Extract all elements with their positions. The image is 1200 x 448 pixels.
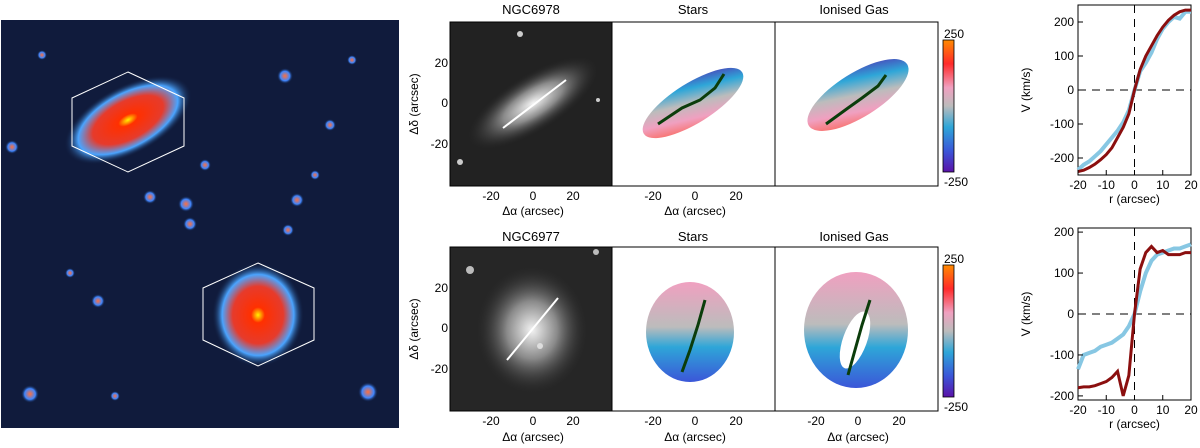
colorbar-1-bottom: -250 bbox=[944, 175, 968, 189]
rc-ytick-label: 0 bbox=[1067, 83, 1074, 97]
rc-xtick-label: 0 bbox=[1131, 403, 1138, 417]
map-xtick: -20 bbox=[482, 414, 500, 428]
rc-ylabel: V (km/s) bbox=[1019, 68, 1033, 113]
rc-ytick-label: 0 bbox=[1067, 307, 1074, 321]
map-ylabel-1: Δδ (arcsec) bbox=[407, 73, 421, 134]
rc-ytick-label: -200 bbox=[1050, 389, 1074, 403]
map-xtick: -20 bbox=[482, 189, 500, 203]
map-xlabel-1a: Δα (arcsec) bbox=[502, 204, 564, 218]
map-xtick: 0 bbox=[692, 414, 699, 428]
map-ytick: -20 bbox=[431, 362, 449, 376]
map-ngc6977-gas bbox=[804, 272, 908, 388]
rc-xlabel: r (arcsec) bbox=[1109, 192, 1160, 206]
map-ytick: 0 bbox=[441, 96, 448, 110]
colorbar-2-bottom: -250 bbox=[944, 400, 968, 414]
title-ngc6977: NGC6977 bbox=[502, 229, 560, 244]
colorbar-1: 250 -250 bbox=[942, 27, 968, 189]
title-stars-1: Stars bbox=[678, 2, 709, 17]
map-ngc6977-image bbox=[450, 247, 612, 411]
rc-ytick-label: -200 bbox=[1050, 151, 1074, 165]
map-xlabel-2a: Δα (arcsec) bbox=[502, 430, 564, 444]
sky-image bbox=[1, 20, 399, 428]
map-xtick: 0 bbox=[692, 189, 699, 203]
map-xtick: -20 bbox=[807, 414, 825, 428]
map-ngc6977-stars bbox=[646, 282, 734, 382]
map-xlabel-2b: Δα (arcsec) bbox=[664, 430, 726, 444]
map-xtick: 20 bbox=[729, 189, 743, 203]
map-xtick: 0 bbox=[855, 414, 862, 428]
title-stars-2: Stars bbox=[678, 229, 709, 244]
map-xtick: -20 bbox=[644, 189, 662, 203]
rc-ylabel: V (km/s) bbox=[1019, 292, 1033, 337]
title-gas-2: Ionised Gas bbox=[819, 229, 889, 244]
map-ytick: 0 bbox=[441, 321, 448, 335]
map-xlabel-1b: Δα (arcsec) bbox=[664, 204, 726, 218]
rc-xtick-label: -20 bbox=[1069, 403, 1087, 417]
rc-xtick-label: 10 bbox=[1156, 403, 1170, 417]
map-ylabel-2: Δδ (arcsec) bbox=[407, 298, 421, 359]
title-gas-1: Ionised Gas bbox=[819, 2, 889, 17]
rc-ytick-label: -100 bbox=[1050, 117, 1074, 131]
map-xtick: 20 bbox=[566, 414, 580, 428]
map-ngc6978-image bbox=[450, 22, 612, 186]
rc-xlabel: r (arcsec) bbox=[1109, 417, 1160, 431]
rc-ytick-label: 200 bbox=[1054, 225, 1074, 239]
colorbar-1-top: 250 bbox=[944, 27, 964, 41]
map-xlabel-2c: Δα (arcsec) bbox=[827, 430, 889, 444]
title-ngc6978: NGC6978 bbox=[502, 2, 560, 17]
map-ytick: -20 bbox=[431, 137, 449, 151]
rc-series-0 bbox=[1077, 244, 1191, 397]
map-xtick: 20 bbox=[729, 414, 743, 428]
rc-ytick-label: 200 bbox=[1054, 15, 1074, 29]
map-xtick: 0 bbox=[530, 189, 537, 203]
map-ytick: 20 bbox=[435, 281, 449, 295]
rc-xtick-label: 10 bbox=[1156, 178, 1170, 192]
map-ngc6978-gas bbox=[807, 59, 909, 131]
rc-xtick-label: 0 bbox=[1131, 178, 1138, 192]
rc-ytick-label: 100 bbox=[1054, 266, 1074, 280]
rc-ytick-label: -100 bbox=[1050, 348, 1074, 362]
map-xtick: 20 bbox=[892, 414, 906, 428]
rc-ytick-label: 100 bbox=[1054, 49, 1074, 63]
map-ytick: 20 bbox=[435, 56, 449, 70]
map-xtick: 20 bbox=[566, 189, 580, 203]
rc-xtick-label: 20 bbox=[1184, 178, 1198, 192]
rc-xtick-label: -10 bbox=[1098, 403, 1116, 417]
rc-series-0 bbox=[1077, 8, 1191, 174]
map-ngc6978-stars bbox=[642, 67, 744, 139]
rc-xtick-label: -20 bbox=[1069, 178, 1087, 192]
colorbar-2: 250 -250 bbox=[942, 252, 968, 414]
rc-xtick-label: -10 bbox=[1098, 178, 1116, 192]
colorbar-2-top: 250 bbox=[944, 252, 964, 266]
rc-xtick-label: 20 bbox=[1184, 403, 1198, 417]
map-xtick: 0 bbox=[530, 414, 537, 428]
map-xtick: -20 bbox=[644, 414, 662, 428]
